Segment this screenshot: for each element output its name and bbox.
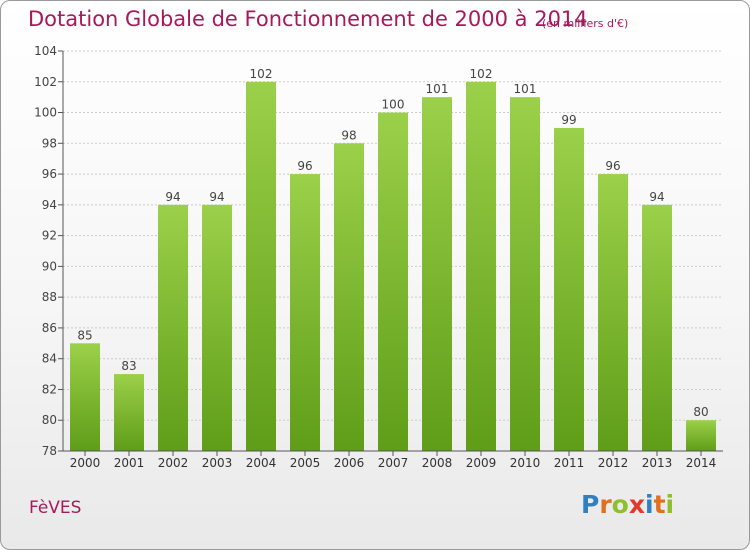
value-label: 101	[514, 82, 537, 96]
bars: 85 83 94 94 102 96 98 100 101 102 101 99 96 94 80	[70, 67, 716, 452]
x-tick-label: 2000	[70, 456, 101, 470]
logo-letter: P	[581, 490, 600, 519]
value-label: 102	[250, 67, 273, 81]
bar-2001	[114, 374, 144, 451]
y-tick-label: 96	[42, 167, 57, 181]
bar-2008	[422, 97, 452, 452]
chart-title: Dotation Globale de Fonctionnement de 20…	[28, 7, 588, 31]
logo-letter: i	[645, 490, 654, 519]
y-tick-label: 84	[42, 352, 57, 366]
y-tick-label: 80	[42, 413, 57, 427]
bar-2012	[598, 174, 628, 452]
value-label: 101	[426, 82, 449, 96]
value-label: 102	[470, 67, 493, 81]
x-tick-label: 2008	[422, 456, 453, 470]
bar-2013	[642, 204, 672, 451]
chart-unit: (en milliers d'€)	[542, 17, 629, 30]
x-tick-label: 2014	[686, 456, 717, 470]
logo-letter: x	[628, 490, 645, 519]
x-tick-label: 2005	[290, 456, 321, 470]
y-tick-label: 98	[42, 136, 57, 150]
logo-letter: r	[599, 490, 612, 519]
y-tick-label: 104	[34, 44, 57, 58]
x-tick-label: 2013	[642, 456, 673, 470]
y-tick-label: 86	[42, 321, 57, 335]
x-tick-label: 2012	[598, 456, 629, 470]
value-label: 96	[605, 159, 620, 173]
x-tick-label: 2003	[202, 456, 233, 470]
bar-2011	[554, 127, 584, 451]
x-tick-label: 2006	[334, 456, 365, 470]
proxiti-logo[interactable]: Proxiti	[581, 490, 674, 519]
y-tick-label: 88	[42, 290, 57, 304]
axes: 78 80 82 84 86 88 90 92 94 96 98 100 102 104 2000 2001 2…	[34, 44, 723, 470]
value-label: 99	[561, 113, 576, 127]
value-label: 98	[341, 128, 356, 142]
bar-2004	[246, 81, 276, 452]
y-tick-label: 94	[42, 198, 57, 212]
logo-letter: i	[665, 490, 675, 519]
bar-2005	[290, 174, 320, 452]
y-tick-label: 92	[42, 229, 57, 243]
bar-2002	[158, 204, 188, 451]
bar-2010	[510, 97, 540, 452]
logo-letter: o	[611, 490, 629, 519]
bar-2003	[202, 204, 232, 451]
x-tick-label: 2001	[114, 456, 145, 470]
y-tick-label: 100	[34, 106, 57, 120]
y-tick-label: 90	[42, 259, 57, 273]
y-tick-label: 102	[34, 75, 57, 89]
value-label: 83	[121, 359, 136, 373]
value-label: 100	[382, 98, 405, 112]
value-label: 94	[209, 190, 224, 204]
logo-letter: t	[653, 490, 666, 519]
x-tick-label: 2002	[158, 456, 189, 470]
x-tick-label: 2009	[466, 456, 497, 470]
y-tick-label: 78	[42, 444, 57, 458]
bar-2009	[466, 81, 496, 452]
bar-2006	[334, 143, 364, 452]
x-tick-label: 2004	[246, 456, 277, 470]
y-tick-label: 82	[42, 382, 57, 396]
bar-2007	[378, 112, 408, 452]
x-tick-label: 2007	[378, 456, 409, 470]
bar-2014	[686, 420, 716, 451]
bar-2000	[70, 343, 100, 451]
value-label: 94	[165, 190, 180, 204]
value-label: 85	[77, 328, 92, 342]
value-label: 96	[297, 159, 312, 173]
x-tick-label: 2010	[510, 456, 541, 470]
value-label: 80	[693, 405, 708, 419]
value-label: 94	[649, 190, 664, 204]
commune-name: FèVES	[29, 498, 82, 518]
x-tick-label: 2011	[554, 456, 585, 470]
